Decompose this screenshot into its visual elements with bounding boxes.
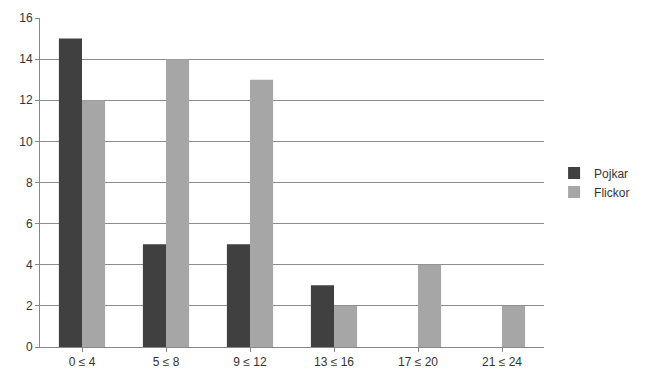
svg-text:9 ≤ 12: 9 ≤ 12 — [233, 355, 267, 369]
svg-text:2: 2 — [26, 299, 33, 313]
svg-text:12: 12 — [19, 93, 33, 107]
svg-text:16: 16 — [19, 11, 33, 25]
svg-text:17 ≤ 20: 17 ≤ 20 — [398, 355, 438, 369]
svg-text:5 ≤ 8: 5 ≤ 8 — [153, 355, 180, 369]
svg-text:Flickor: Flickor — [594, 186, 629, 200]
svg-text:10: 10 — [19, 135, 33, 149]
svg-text:6: 6 — [26, 217, 33, 231]
svg-text:0: 0 — [26, 340, 33, 354]
svg-text:21 ≤ 24: 21 ≤ 24 — [482, 355, 522, 369]
svg-text:14: 14 — [19, 52, 33, 66]
svg-text:Pojkar: Pojkar — [594, 167, 628, 181]
svg-text:4: 4 — [26, 258, 33, 272]
svg-text:13 ≤ 16: 13 ≤ 16 — [314, 355, 354, 369]
svg-text:0 ≤ 4: 0 ≤ 4 — [69, 355, 96, 369]
svg-text:8: 8 — [26, 176, 33, 190]
